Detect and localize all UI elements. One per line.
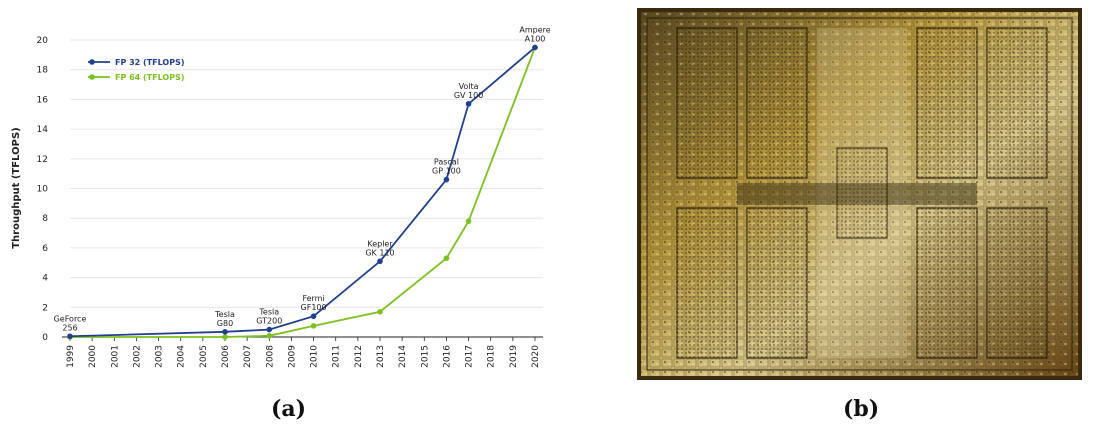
x-tick-label: 2020 <box>531 345 541 368</box>
point-annotation: Ampere <box>519 25 550 34</box>
data-point <box>310 323 317 329</box>
point-annotation: Kepler <box>367 239 393 248</box>
x-tick-label: 2009 <box>287 345 297 368</box>
x-tick-label: 2008 <box>265 345 275 368</box>
legend-marker <box>89 74 95 80</box>
x-tick-label: 2013 <box>376 345 386 368</box>
data-point <box>266 333 273 339</box>
y-tick-label: 4 <box>42 274 48 284</box>
y-tick-label: 14 <box>37 125 49 135</box>
x-tick-label: 2006 <box>221 345 231 368</box>
y-tick-label: 2 <box>42 303 48 313</box>
data-point <box>443 255 450 262</box>
x-tick-label: 2016 <box>442 345 452 368</box>
chart-grid <box>70 39 543 338</box>
x-tick-label: 2010 <box>310 345 320 368</box>
point-annotation: GP 100 <box>432 167 461 176</box>
y-tick-label: 18 <box>37 66 49 76</box>
chart-annotations: GeForce256TeslaG80TeslaGT200FermiGF100Ke… <box>54 25 551 332</box>
data-point <box>465 101 472 107</box>
point-annotation: Tesla <box>258 308 279 317</box>
y-tick-labels: 0 2 4 6 8 10 12 14 16 18 20 <box>37 36 49 343</box>
data-point <box>377 308 383 315</box>
x-tick-label: 2004 <box>177 345 187 368</box>
y-tick-label: 16 <box>37 95 49 105</box>
data-point <box>222 329 228 335</box>
y-tick-label: 20 <box>37 36 49 46</box>
x-tick-label: 2011 <box>332 345 342 368</box>
point-annotation: Pascal <box>434 158 459 167</box>
throughput-line-chart: 0 2 4 6 8 10 12 14 16 18 20 1999 2000 2001 2002 2003 20… <box>11 25 551 368</box>
chart-legend: FP 32 (TFLOPS) FP 64 (TFLOPS) <box>88 58 185 82</box>
x-tick-label: 1999 <box>66 345 76 368</box>
point-annotation: G80 <box>217 319 233 328</box>
x-tick-label: 2005 <box>199 345 209 368</box>
data-point <box>266 326 273 333</box>
chart-series <box>67 44 538 340</box>
point-annotation: GF100 <box>301 303 327 312</box>
y-tick-label: 6 <box>42 244 48 254</box>
data-point <box>222 334 228 340</box>
x-tick-labels: 1999 2000 2001 2002 2003 2004 2005 2006 2007 2008… <box>66 345 541 368</box>
y-tick-label: 0 <box>42 333 48 343</box>
panel-label-a: (a) <box>271 396 307 422</box>
x-tick-label: 2019 <box>509 345 519 368</box>
x-tick-label: 2018 <box>487 345 497 368</box>
point-annotation: GV 100 <box>454 91 483 100</box>
data-point <box>532 44 538 51</box>
point-annotation: Fermi <box>302 294 324 303</box>
panel-label-b: (b) <box>843 396 880 422</box>
point-annotation: 256 <box>62 323 77 332</box>
x-tick-label: 2017 <box>465 345 475 368</box>
data-point <box>377 258 383 265</box>
y-axis-label: Throughput (TFLOPS) <box>11 127 22 249</box>
data-point <box>443 176 450 183</box>
data-point <box>67 333 73 340</box>
series-line <box>70 47 536 338</box>
data-point <box>465 218 472 224</box>
x-tick-label: 2007 <box>243 345 253 368</box>
x-tick-label: 2015 <box>420 345 430 368</box>
legend-label: FP 64 (TFLOPS) <box>115 73 185 82</box>
data-point <box>310 313 317 320</box>
point-annotation: Tesla <box>214 310 235 319</box>
point-annotation: GeForce <box>54 314 87 323</box>
x-tick-label: 2012 <box>354 345 364 368</box>
x-tick-label: 2000 <box>88 345 98 368</box>
y-tick-label: 8 <box>42 214 48 224</box>
x-tick-label: 2014 <box>398 345 408 368</box>
x-tick-label: 2002 <box>132 345 142 368</box>
series-line <box>69 46 536 338</box>
x-tick-label: 2003 <box>155 345 165 368</box>
point-annotation: A100 <box>525 34 546 43</box>
point-annotation: GT200 <box>256 317 282 326</box>
legend-label: FP 32 (TFLOPS) <box>115 58 185 67</box>
x-tick-label: 2001 <box>110 345 120 368</box>
y-tick-label: 10 <box>37 185 49 195</box>
gpu-die-photo <box>637 8 1082 380</box>
point-annotation: Volta <box>459 82 479 91</box>
y-tick-label: 12 <box>37 155 48 165</box>
legend-marker <box>89 59 95 65</box>
point-annotation: GK 110 <box>365 248 394 257</box>
